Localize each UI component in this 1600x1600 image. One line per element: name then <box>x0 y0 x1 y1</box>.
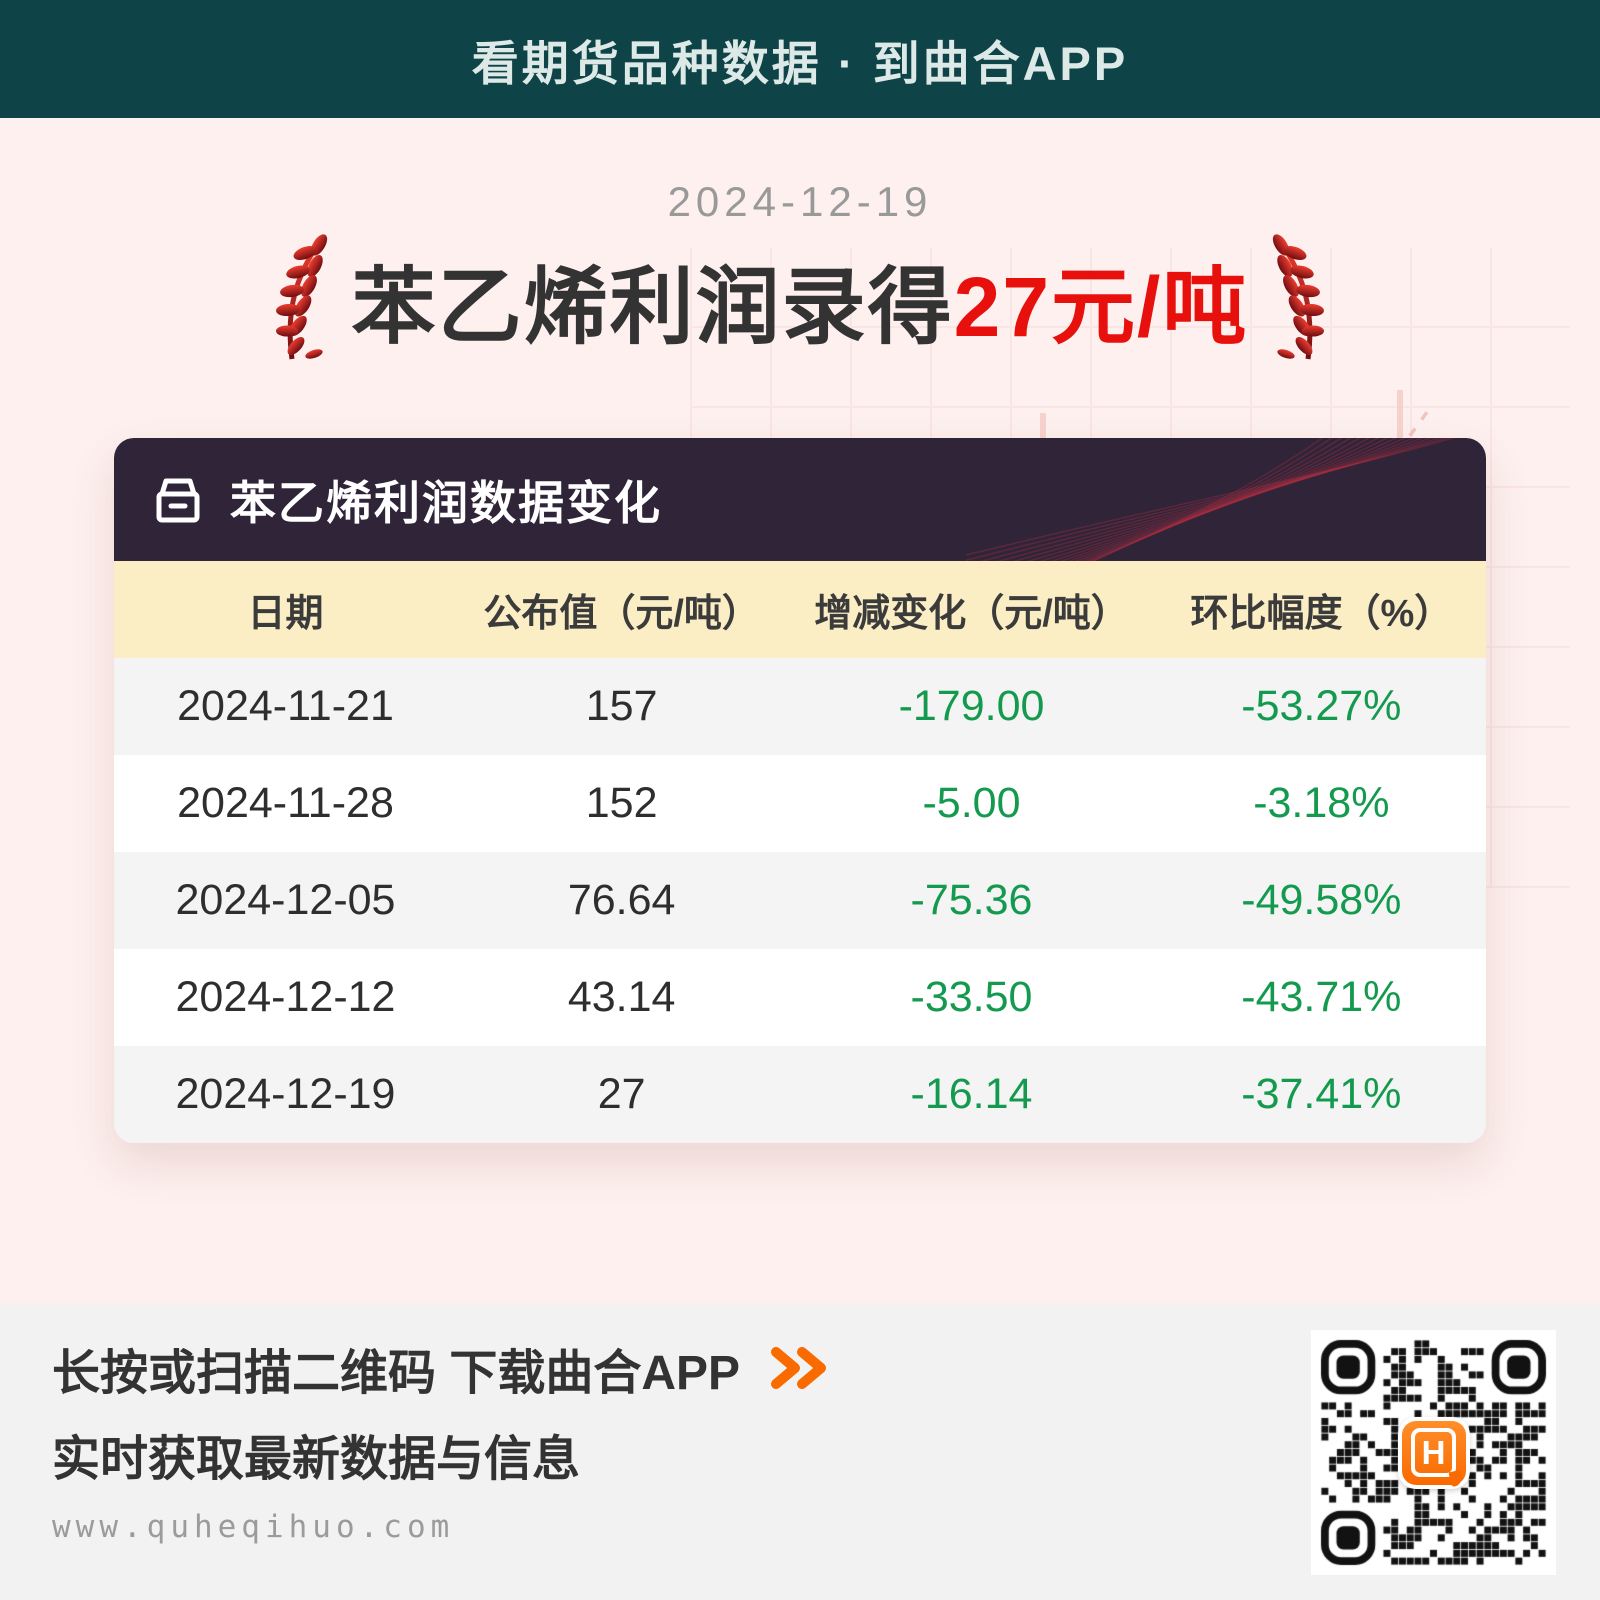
wheat-ear-icon <box>275 234 327 360</box>
title-row: 苯乙烯利润录得27元/吨 <box>0 230 1600 370</box>
cell-change: -16.14 <box>910 1070 1033 1118</box>
cell-change: -179.00 <box>898 682 1045 730</box>
title-highlight-value: 27元/吨 <box>953 259 1249 354</box>
card-title: 苯乙烯利润数据变化 <box>230 476 662 529</box>
table-row: 2024-12-19 27 -16.14 -37.41% <box>114 1046 1486 1143</box>
table-row: 2024-12-05 76.64 -75.36 -49.58% <box>114 852 1486 949</box>
cell-value: 27 <box>597 1070 646 1118</box>
cell-value: 152 <box>585 779 658 827</box>
card-header-arcs-decoration <box>966 438 1456 561</box>
cell-change: -33.50 <box>910 973 1033 1021</box>
cell-change: -75.36 <box>910 876 1033 924</box>
double-chevron-right-icon <box>771 1347 827 1389</box>
footer-section: 长按或扫描二维码 下载曲合APP 实时获取最新数据与信息 www.quheqih… <box>0 1303 1600 1600</box>
quhe-app-logo-inner: H <box>1401 1420 1466 1485</box>
cell-value: 76.64 <box>567 876 676 924</box>
download-cta[interactable]: 长按或扫描二维码 下载曲合APP <box>52 1333 832 1403</box>
cell-date: 2024-11-21 <box>177 682 394 730</box>
data-card: 苯乙烯利润数据变化 日期 公布值（元/吨） 增减变化（元/吨） 环比幅度（%） … <box>114 438 1486 1143</box>
wheat-ear-icon <box>1273 234 1325 360</box>
table-row: 2024-11-21 157 -179.00 -53.27% <box>114 658 1486 755</box>
table-body: 2024-11-21 157 -179.00 -53.27% 2024-11-28 152… <box>114 658 1486 1143</box>
cell-date: 2024-12-19 <box>175 1070 396 1118</box>
cell-ratio: -37.41% <box>1241 1070 1402 1118</box>
cell-value: 157 <box>585 682 658 730</box>
report-date: 2024-12-19 <box>667 178 933 225</box>
title-text: 苯乙烯利润录得 <box>351 259 954 354</box>
hero-section: 2024-12-19 苯乙烯利润录得27元/吨 <box>0 118 1600 1303</box>
cell-date: 2024-11-28 <box>177 779 394 827</box>
cta-line2: 实时获取最新数据与信息 <box>52 1433 581 1486</box>
page-title: 苯乙烯利润录得27元/吨 <box>352 240 1249 361</box>
logo-letter: H <box>1410 1428 1457 1477</box>
cell-ratio: -49.58% <box>1241 876 1402 924</box>
website-url: www.quheqihuo.com <box>52 1509 455 1545</box>
table-row: 2024-11-28 152 -5.00 -3.18% <box>114 755 1486 852</box>
cell-value: 43.14 <box>567 973 676 1021</box>
column-header-ratio: 环比幅度（%） <box>1190 593 1453 635</box>
banner-title: 看期货品种数据 · 到曲合APP <box>471 36 1129 90</box>
table-row: 2024-12-12 43.14 -33.50 -43.71% <box>114 949 1486 1046</box>
cell-ratio: -3.18% <box>1253 779 1390 827</box>
cell-ratio: -43.71% <box>1241 973 1402 1021</box>
table-header-row: 日期 公布值（元/吨） 增减变化（元/吨） 环比幅度（%） <box>114 561 1486 658</box>
cell-ratio: -53.27% <box>1241 682 1402 730</box>
column-header-change: 增减变化（元/吨） <box>814 593 1129 635</box>
qr-code[interactable]: H <box>1311 1330 1556 1575</box>
card-header: 苯乙烯利润数据变化 <box>114 438 1486 561</box>
cell-date: 2024-12-12 <box>175 973 396 1021</box>
cta-line1: 长按或扫描二维码 下载曲合APP <box>52 1347 741 1400</box>
archive-box-icon <box>156 478 200 522</box>
cell-change: -5.00 <box>922 779 1021 827</box>
column-header-value: 公布值（元/吨） <box>483 593 760 635</box>
cell-date: 2024-12-05 <box>175 876 396 924</box>
top-banner: 看期货品种数据 · 到曲合APP <box>0 0 1600 118</box>
column-header-date: 日期 <box>247 593 324 635</box>
quhe-app-logo: H <box>1397 1416 1470 1489</box>
